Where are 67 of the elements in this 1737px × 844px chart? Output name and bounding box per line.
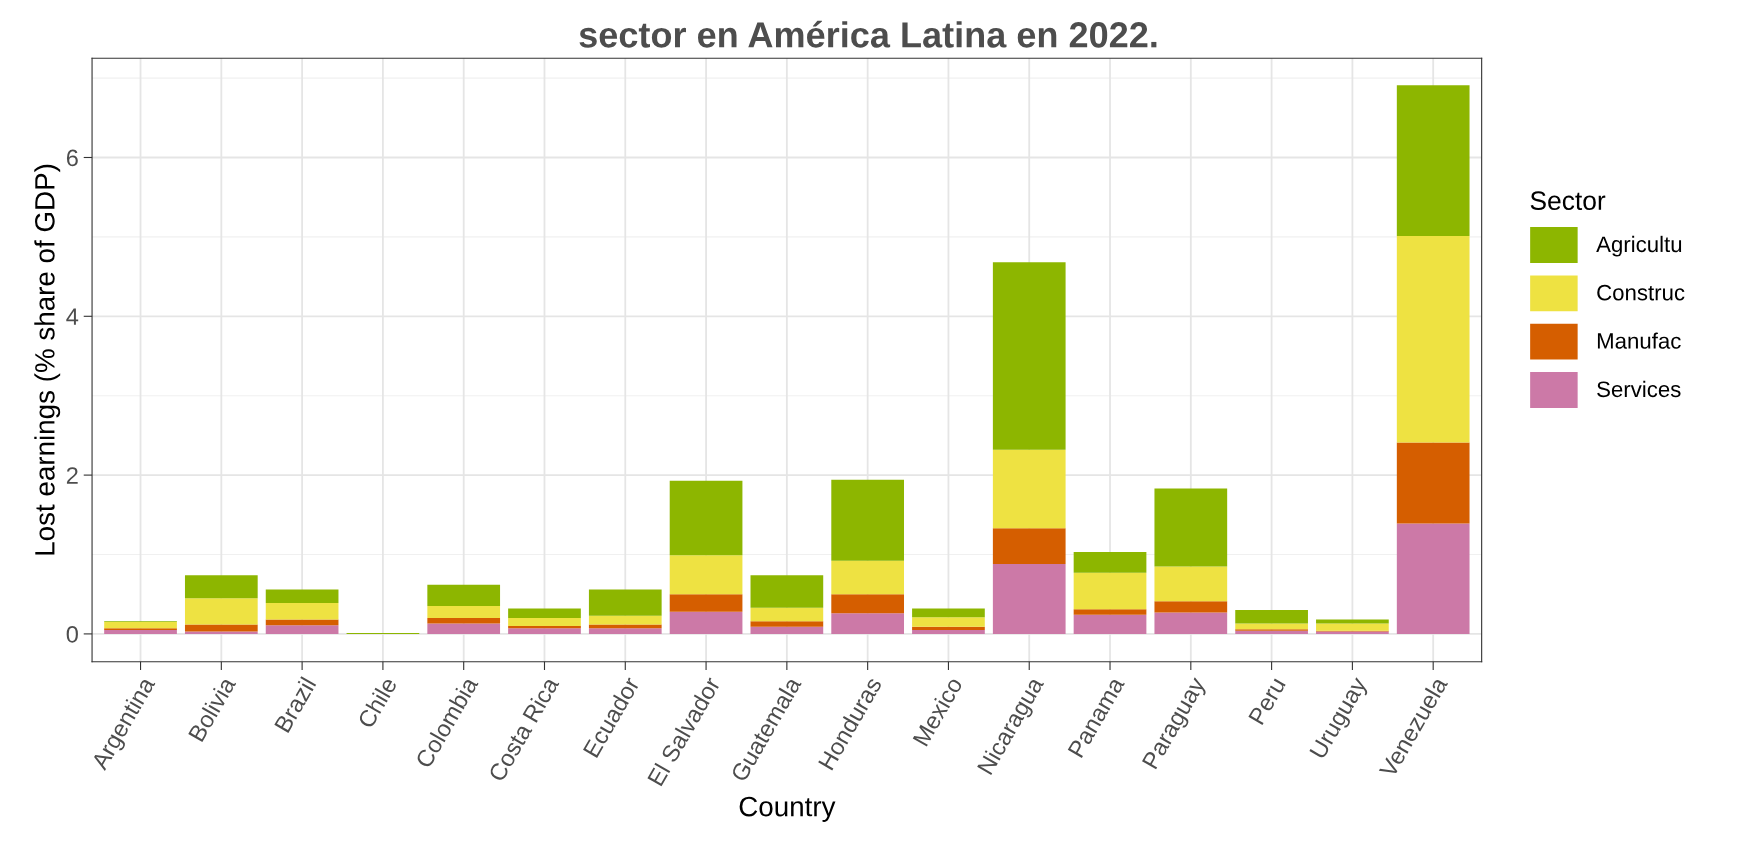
bar: [669, 480, 743, 556]
chart-title: sector en América Latina en 2022.: [579, 20, 1157, 48]
bar: [1154, 488, 1228, 567]
bar: [588, 628, 662, 634]
bar: [265, 589, 339, 603]
bar: [184, 624, 258, 632]
bar: [669, 555, 743, 595]
bar: [1154, 612, 1228, 634]
bar: [992, 449, 1066, 529]
bar: [1396, 85, 1470, 237]
bar: [1154, 601, 1228, 613]
bar: [669, 594, 743, 612]
bar: [104, 621, 177, 629]
bar: [831, 479, 905, 561]
y-tick-label: 6: [66, 149, 78, 167]
bar: [750, 607, 824, 622]
bar: [104, 629, 177, 634]
legend-title: Sector: [1530, 191, 1606, 211]
bar: [427, 584, 501, 607]
legend-label: Construc: [1597, 284, 1685, 301]
bar: [508, 608, 581, 619]
bar: [831, 613, 905, 634]
x-axis-title: Country: [739, 796, 836, 822]
bar: [1154, 566, 1228, 602]
bar: [912, 617, 985, 627]
bar: [1396, 523, 1470, 634]
bar: [912, 608, 985, 618]
legend-label: Manufac: [1597, 332, 1681, 349]
bar: [1396, 236, 1470, 443]
y-tick-label: 2: [66, 467, 78, 484]
bar: [184, 575, 258, 599]
y-axis-title: Lost earnings (% share of GDP): [34, 164, 61, 555]
y-tick-label: 4: [66, 308, 79, 325]
bar: [992, 262, 1066, 450]
bar: [831, 560, 905, 595]
bar: [750, 575, 824, 608]
bar: [265, 625, 339, 634]
bar: [1073, 572, 1147, 610]
bar: [1316, 619, 1389, 624]
bar: [831, 594, 905, 614]
bar: [992, 564, 1066, 634]
bar: [1073, 552, 1147, 573]
bar: [588, 624, 662, 629]
bar: [750, 621, 824, 627]
bar: [508, 618, 581, 626]
legend-label: Services: [1597, 380, 1681, 398]
bar: [508, 628, 581, 634]
bar: [669, 611, 743, 634]
bar: [1073, 609, 1147, 615]
bar: [265, 602, 339, 620]
bar: [427, 623, 501, 634]
bar: [1316, 623, 1389, 631]
legend-label: Agricultu: [1596, 235, 1682, 257]
bar: [992, 528, 1066, 565]
bar: [750, 626, 824, 634]
bar: [1235, 610, 1308, 624]
bar: [1073, 614, 1147, 634]
bar: [427, 618, 501, 624]
bar: [588, 615, 662, 625]
bar: [184, 598, 258, 625]
bar: [912, 629, 985, 634]
y-tick-label: 0: [66, 625, 78, 643]
bar: [1396, 442, 1470, 524]
bar: [1235, 623, 1308, 630]
bar: [912, 626, 985, 630]
bar: [588, 589, 662, 616]
bar: [427, 606, 501, 619]
